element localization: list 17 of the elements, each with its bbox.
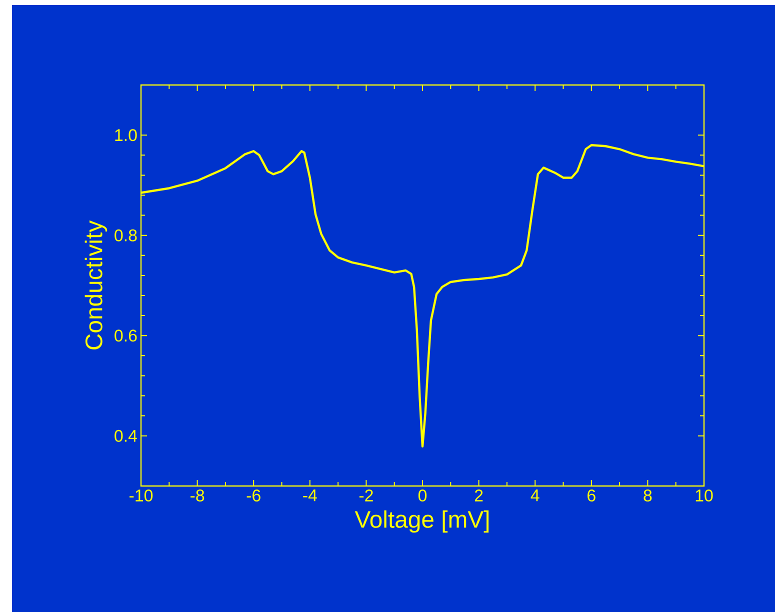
- x-tick-label: 0: [418, 490, 427, 502]
- y-axis-title: Conductivity: [84, 220, 108, 350]
- x-tick-label: -2: [359, 490, 373, 502]
- y-tick-label: 0.6: [114, 330, 137, 342]
- x-tick-label: -10: [130, 490, 153, 502]
- x-tick-label: 6: [588, 490, 596, 502]
- x-tick-label: -8: [190, 490, 204, 502]
- x-tick-label: 8: [644, 490, 652, 502]
- y-tick-label: 0.8: [114, 229, 137, 242]
- y-tick-label: 0.4: [114, 430, 137, 442]
- x-tick-label: 4: [530, 490, 540, 502]
- y-tick-label: 1.0: [115, 129, 137, 142]
- x-tick-label: -4: [303, 490, 317, 502]
- x-tick-label: 10: [696, 490, 713, 502]
- x-axis-title: Voltage [mV]: [354, 510, 489, 533]
- x-tick-label: 2: [474, 490, 483, 502]
- x-tick-label: -6: [246, 490, 260, 502]
